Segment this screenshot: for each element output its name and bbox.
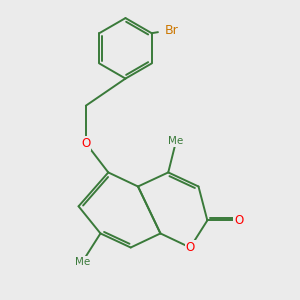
- Text: Me: Me: [75, 257, 90, 267]
- Text: O: O: [81, 137, 91, 150]
- Text: O: O: [234, 214, 243, 227]
- Text: Br: Br: [165, 24, 178, 37]
- Text: Me: Me: [168, 136, 184, 146]
- Text: O: O: [185, 241, 195, 254]
